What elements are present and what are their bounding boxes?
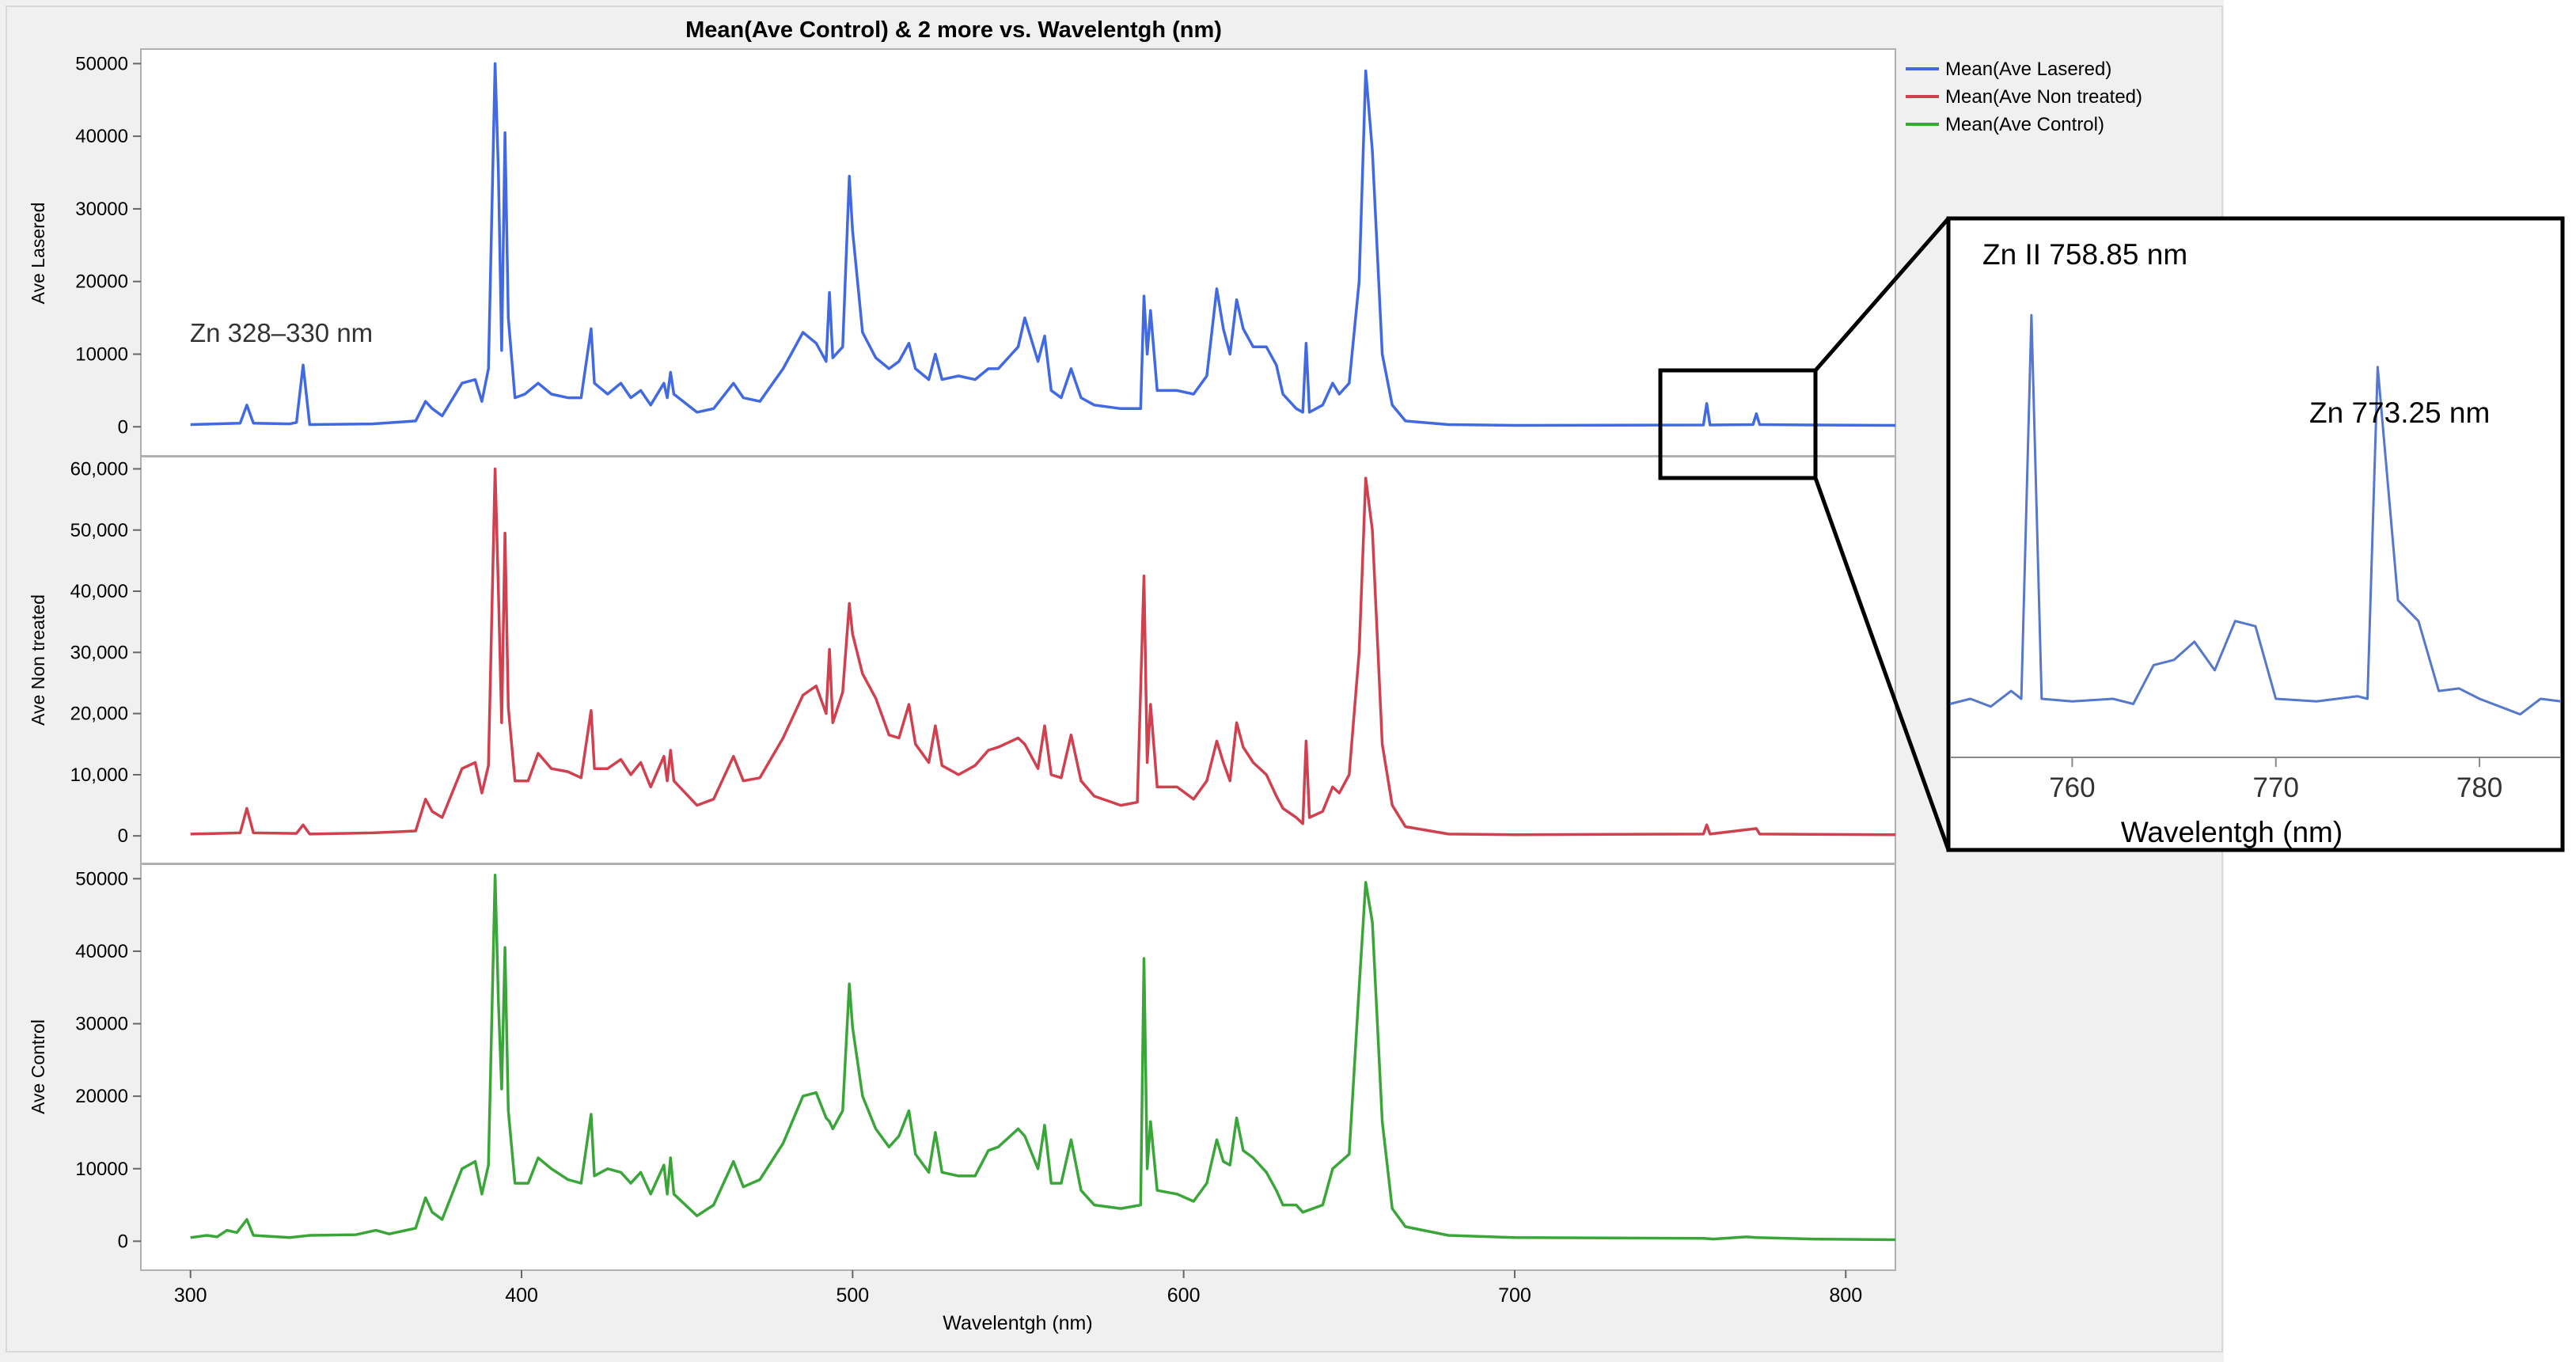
annotation-zn-328: Zn 328–330 nm (190, 318, 373, 347)
x-tick-label: 600 (1167, 1284, 1201, 1307)
y-tick-label: 0 (118, 825, 128, 847)
y-tick-label: 30,000 (70, 642, 128, 663)
zoom-region-box (1658, 368, 1818, 480)
inset-x-tick-label: 780 (2456, 772, 2502, 803)
y-tick-label: 60,000 (70, 458, 128, 480)
panel-frame-lasered (140, 48, 1896, 457)
y-tick-label: 30000 (75, 199, 128, 220)
x-tick-label: 300 (174, 1284, 207, 1307)
y-tick-label: 30000 (75, 1014, 128, 1035)
series-line-control (190, 873, 1896, 1242)
inset-frame (1946, 216, 2565, 852)
legend-label-non-treated: Mean(Ave Non treated) (1945, 86, 2142, 108)
series-lines (190, 62, 1896, 1242)
legend-label-lasered: Mean(Ave Lasered) (1945, 59, 2111, 80)
y-tick-label: 0 (118, 416, 128, 438)
y-tick-label: 40000 (75, 941, 128, 962)
legend-label-control: Mean(Ave Control) (1945, 114, 2104, 135)
chart-title: Mean(Ave Control) & 2 more vs. Wavelentg… (685, 17, 1222, 43)
y-axis-title-lasered: Ave Lasered (28, 203, 48, 305)
x-tick-label: 500 (836, 1284, 869, 1307)
panel-frame-control (140, 863, 1896, 1271)
axis-ticks: 0 10000 20000 30000 40000 50000 0 10,000 20,000 3… (70, 53, 1863, 1307)
series-line-non-treated (190, 467, 1896, 837)
y-tick-label: 50000 (75, 53, 128, 74)
y-tick-label: 50,000 (70, 520, 128, 541)
y-tick-label: 10,000 (70, 764, 128, 786)
y-axis-title-control: Ave Control (28, 1019, 48, 1114)
inset-x-tick-label: 760 (2049, 772, 2095, 803)
x-tick-label: 400 (505, 1284, 538, 1307)
y-tick-label: 50000 (75, 868, 128, 890)
callout-line-top (1814, 217, 1950, 372)
panel-frame-non-treated (140, 456, 1896, 864)
y-axis-title-non-treated: Ave Non treated (28, 594, 48, 726)
y-tick-label: 20000 (75, 1086, 128, 1107)
x-axis-title: Wavelentgh (nm) (943, 1312, 1092, 1334)
inset-series-line (1949, 313, 2562, 716)
inset-x-axis-title: Wavelentgh (nm) (2121, 816, 2343, 848)
series-line-lasered (190, 62, 1896, 427)
x-tick-label: 800 (1829, 1284, 1862, 1307)
callout-line-bottom (1813, 477, 1951, 851)
y-tick-label: 40,000 (70, 581, 128, 602)
inset-annotation-zn-ii-758: Zn II 758.85 nm (1982, 238, 2187, 271)
y-tick-label: 10000 (75, 344, 128, 366)
inset-x-tick-label: 770 (2253, 772, 2299, 803)
x-tick-label: 700 (1498, 1284, 1531, 1307)
y-tick-label: 40000 (75, 126, 128, 147)
y-tick-label: 0 (118, 1231, 128, 1252)
y-tick-label: 10000 (75, 1159, 128, 1180)
inset-annotation-zn-773: Zn 773.25 nm (2309, 396, 2490, 429)
inset-plot: 760 770 780 (1949, 313, 2562, 803)
y-tick-label: 20000 (75, 271, 128, 293)
legend: Mean(Ave Lasered) Mean(Ave Non treated) … (1906, 59, 2142, 135)
y-tick-label: 20,000 (70, 704, 128, 725)
